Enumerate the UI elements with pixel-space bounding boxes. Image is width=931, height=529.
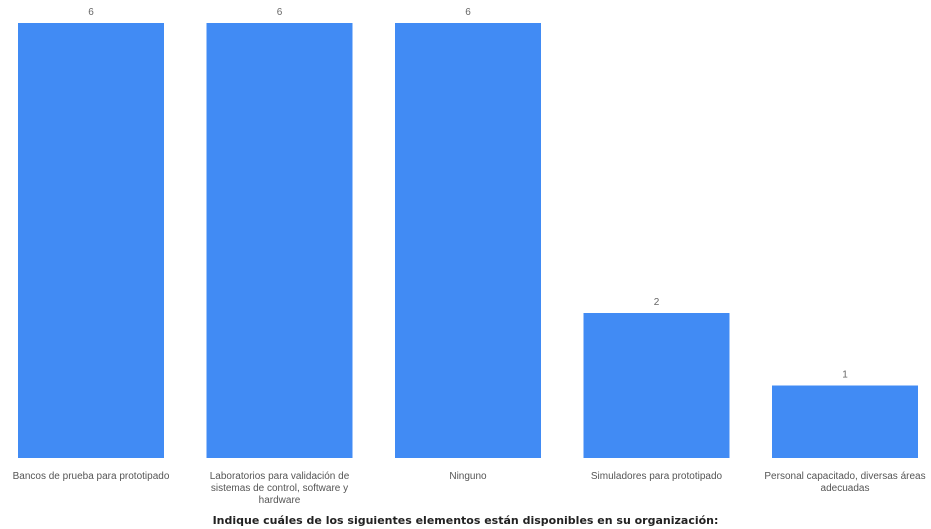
bar-4[interactable] bbox=[583, 313, 730, 458]
data-label-4: 2 bbox=[654, 297, 660, 308]
bar-5[interactable] bbox=[772, 385, 918, 459]
data-label-2: 6 bbox=[277, 7, 283, 18]
data-label-3: 6 bbox=[465, 7, 471, 18]
bar-3[interactable] bbox=[395, 23, 541, 458]
category-label-5: Personal capacitado, diversas áreas adec… bbox=[764, 471, 926, 494]
category-label-3: Ninguno bbox=[449, 471, 487, 482]
category-label-4: Simuladores para prototipado bbox=[590, 471, 723, 482]
data-label-1: 6 bbox=[88, 7, 94, 18]
data-label-5: 1 bbox=[842, 370, 848, 381]
category-label-1: Bancos de prueba para prototipado bbox=[12, 471, 170, 482]
x-axis-title: Indique cuáles de los siguientes element… bbox=[212, 514, 719, 527]
bar-2[interactable] bbox=[206, 23, 353, 458]
bar-1[interactable] bbox=[18, 23, 164, 458]
category-label-2: Laboratorios para validación de sistemas… bbox=[209, 471, 350, 506]
